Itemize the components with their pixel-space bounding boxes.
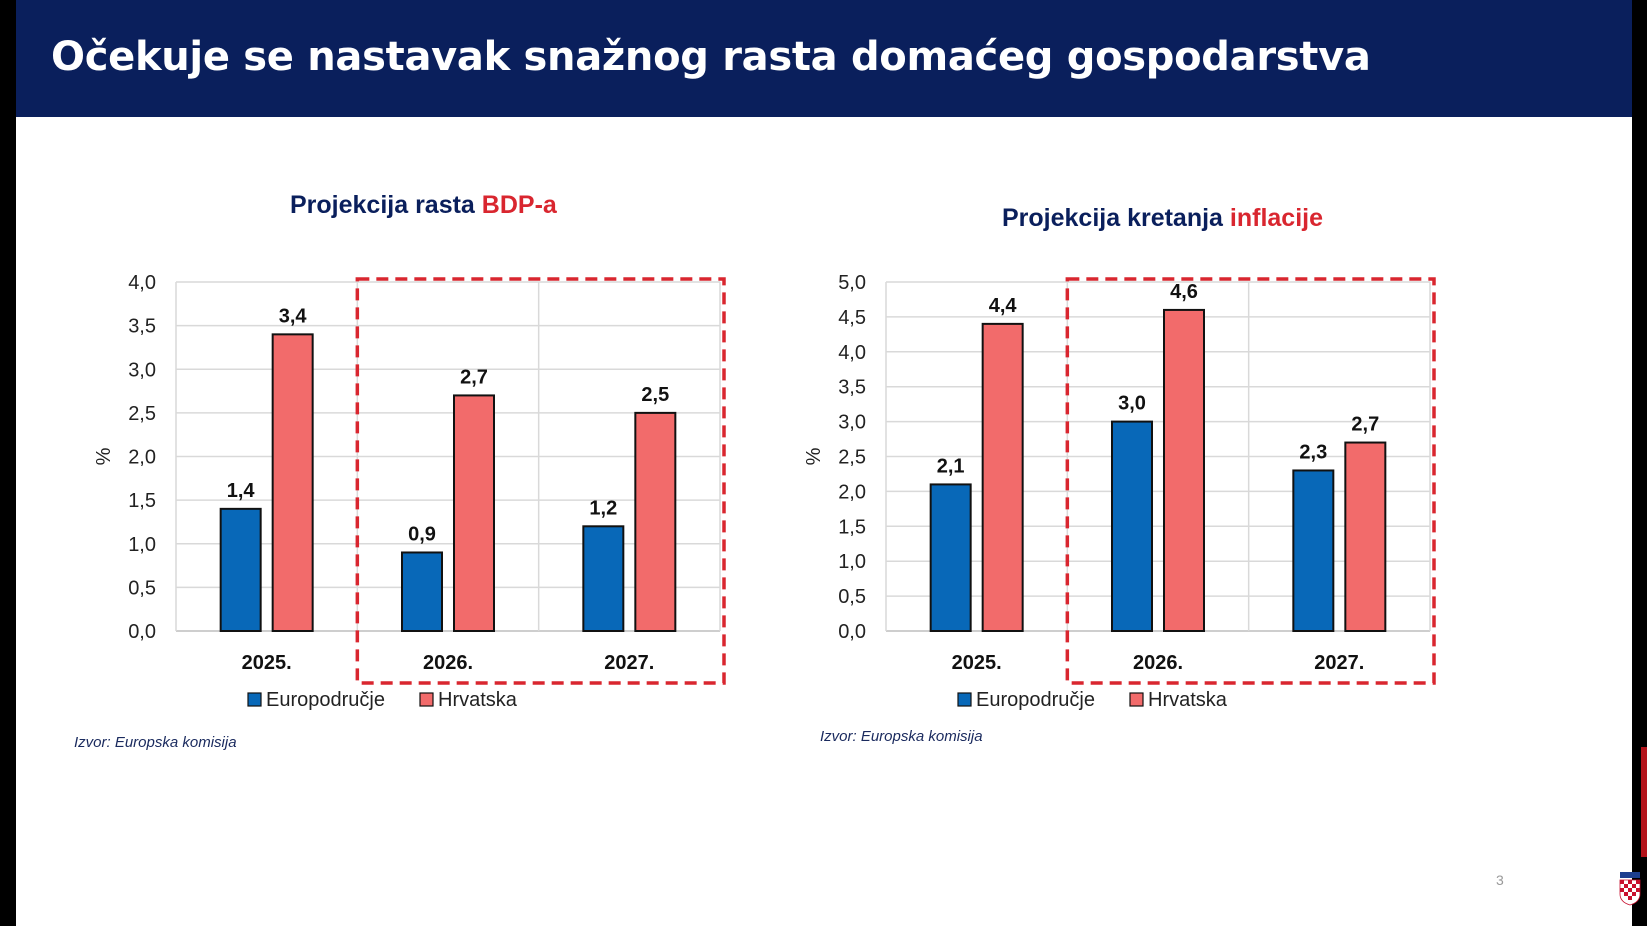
bar-hrvatska bbox=[981, 322, 1024, 632]
chart-1-title-prefix: Projekcija rasta bbox=[290, 191, 482, 219]
y-tick-label: 4,0 bbox=[128, 272, 156, 294]
y-tick-label: 0,5 bbox=[838, 586, 866, 608]
data-label: 2,7 bbox=[460, 366, 488, 388]
bar-hrvatska bbox=[453, 394, 495, 632]
data-label: 2,7 bbox=[1351, 414, 1379, 436]
legend-swatch-europodrucje bbox=[957, 692, 972, 707]
bar-hrvatska bbox=[1344, 441, 1387, 632]
y-tick-label: 5,0 bbox=[838, 272, 866, 294]
y-tick-label: 1,5 bbox=[838, 516, 866, 538]
data-label: 4,6 bbox=[1170, 281, 1198, 303]
y-tick-label: 3,0 bbox=[838, 412, 866, 434]
chart-1-title-highlight: BDP-a bbox=[481, 191, 557, 219]
y-axis-label: % bbox=[93, 447, 115, 465]
projection-highlight-box bbox=[1065, 277, 1436, 685]
data-label: 2,3 bbox=[1299, 441, 1327, 463]
bar-europodrucje bbox=[1292, 469, 1335, 632]
legend-label-europodrucje: Europodručje bbox=[976, 689, 1095, 711]
data-label: 2,1 bbox=[937, 455, 965, 477]
data-label: 0,9 bbox=[408, 523, 436, 545]
y-tick-label: 4,5 bbox=[838, 307, 866, 329]
chart-2-title: Projekcija kretanja inflacije bbox=[1002, 204, 1323, 233]
projection-highlight-box bbox=[355, 277, 726, 685]
legend-swatch-europodrucje bbox=[247, 692, 262, 707]
chart-2-title-highlight: inflacije bbox=[1229, 204, 1323, 232]
bar-europodrucje bbox=[929, 483, 972, 632]
chart-2-source: Izvor: Europska komisija bbox=[820, 728, 983, 745]
bar-europodrucje bbox=[1111, 420, 1153, 632]
x-tick-label: 2026. bbox=[423, 652, 473, 674]
legend-label-europodrucje: Europodručje bbox=[266, 689, 385, 711]
croatian-coat-of-arms-icon bbox=[1619, 872, 1641, 906]
bar-hrvatska bbox=[634, 411, 677, 632]
y-tick-label: 2,0 bbox=[838, 481, 866, 503]
data-label: 3,0 bbox=[1118, 393, 1146, 415]
bar-europodrucje bbox=[582, 525, 625, 632]
data-label: 3,4 bbox=[279, 305, 308, 327]
legend-label-hrvatska: Hrvatska bbox=[438, 689, 518, 711]
inflation-chart: 0,0 0,5 1,0 1,5 2,0 2,5 3,0 3,5 4,0 4,5 5,0% 2,1 4,4… bbox=[803, 272, 1436, 711]
bar-europodrucje bbox=[219, 507, 262, 633]
data-label: 2,5 bbox=[641, 384, 669, 406]
chart-2-title-prefix: Projekcija kretanja bbox=[1002, 204, 1230, 232]
y-tick-label: 0,0 bbox=[128, 621, 156, 643]
data-label: 1,4 bbox=[227, 480, 256, 502]
y-tick-label: 2,0 bbox=[128, 447, 156, 469]
y-tick-label: 3,5 bbox=[838, 377, 866, 399]
header-bar: Očekuje se nastavak snažnog rasta domaće… bbox=[16, 0, 1632, 117]
bar-europodrucje bbox=[401, 551, 443, 633]
slide: Očekuje se nastavak snažnog rasta domaće… bbox=[16, 0, 1647, 926]
page-number: 3 bbox=[1496, 872, 1504, 888]
x-tick-label: 2027. bbox=[604, 652, 654, 674]
page-title: Očekuje se nastavak snažnog rasta domaće… bbox=[51, 34, 1371, 80]
y-tick-label: 3,0 bbox=[128, 359, 156, 381]
y-tick-label: 1,5 bbox=[128, 490, 156, 512]
x-tick-label: 2027. bbox=[1314, 652, 1364, 674]
y-tick-label: 2,5 bbox=[128, 403, 156, 425]
data-label: 1,2 bbox=[589, 497, 617, 519]
legend-swatch-hrvatska bbox=[419, 692, 434, 707]
bar-hrvatska bbox=[1163, 308, 1205, 632]
x-tick-label: 2025. bbox=[952, 652, 1002, 674]
bar-hrvatska bbox=[271, 333, 314, 632]
chart-1-title: Projekcija rasta BDP-a bbox=[290, 191, 557, 220]
x-tick-label: 2025. bbox=[242, 652, 292, 674]
x-tick-label: 2026. bbox=[1133, 652, 1183, 674]
y-tick-label: 1,0 bbox=[128, 534, 156, 556]
chart-1-source: Izvor: Europska komisija bbox=[74, 734, 237, 751]
legend-label-hrvatska: Hrvatska bbox=[1148, 689, 1228, 711]
y-tick-label: 0,0 bbox=[838, 621, 866, 643]
y-tick-label: 2,5 bbox=[838, 447, 866, 469]
y-tick-label: 3,5 bbox=[128, 316, 156, 338]
y-tick-label: 1,0 bbox=[838, 551, 866, 573]
y-tick-label: 0,5 bbox=[128, 577, 156, 599]
gdp-growth-chart: 0,0 0,5 1,0 1,5 2,0 2,5 3,0 3,5 4,0% 1,4 3,4 2025. 0… bbox=[93, 272, 726, 711]
data-label: 4,4 bbox=[989, 295, 1018, 317]
legend-swatch-hrvatska bbox=[1129, 692, 1144, 707]
y-axis-label: % bbox=[803, 447, 825, 465]
side-tab bbox=[1641, 747, 1647, 857]
y-tick-label: 4,0 bbox=[838, 342, 866, 364]
